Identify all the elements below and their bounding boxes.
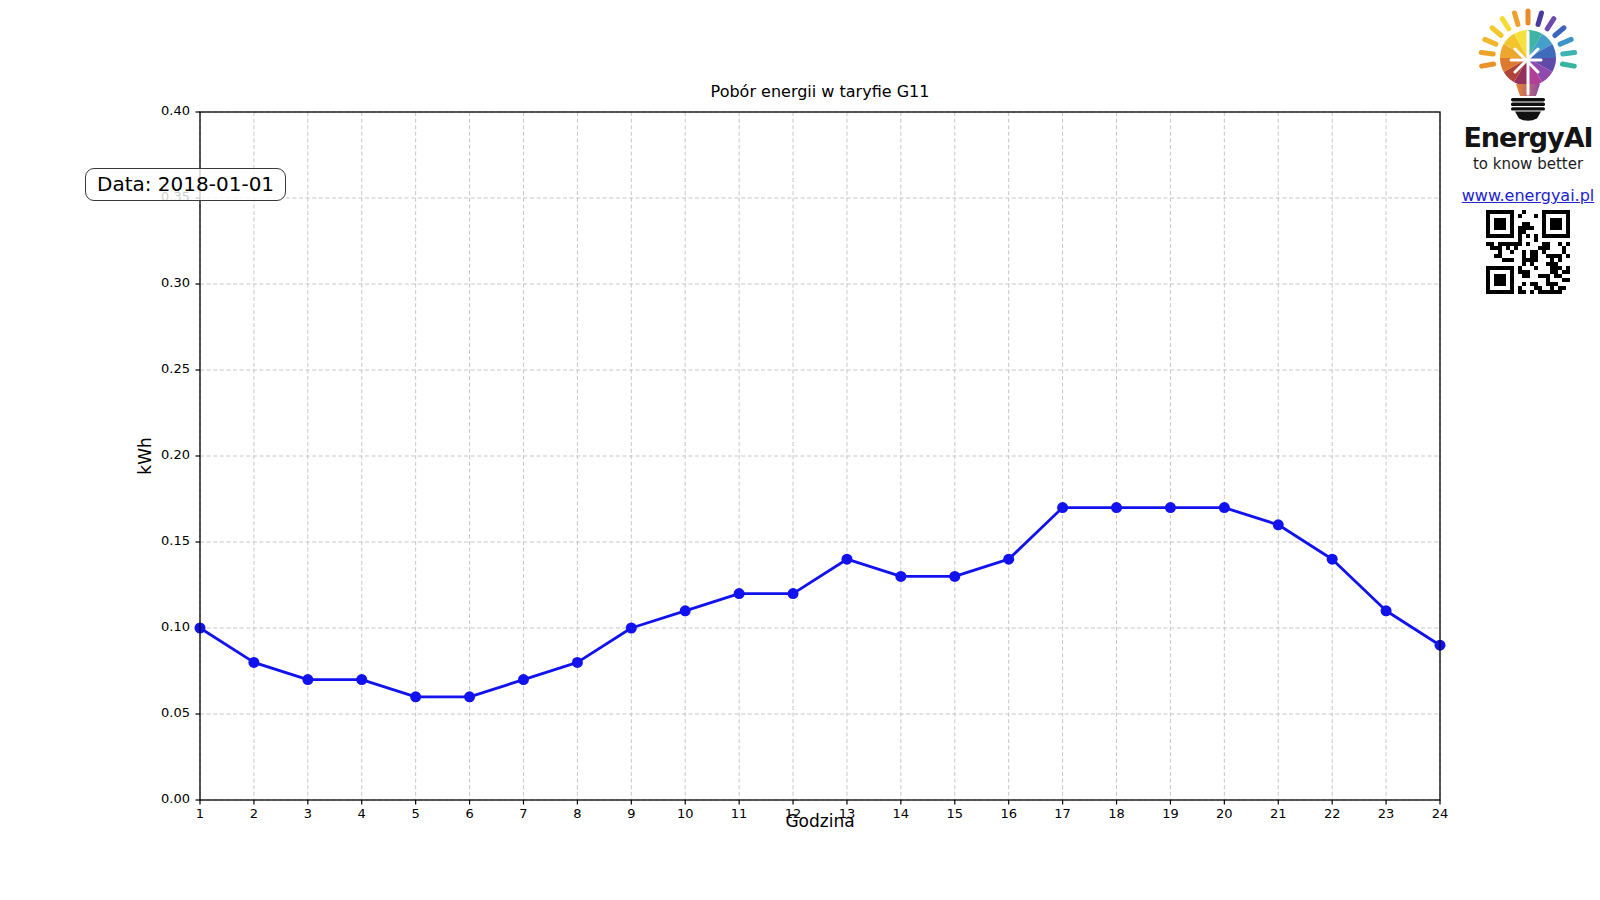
y-tick-label: 0.40: [118, 103, 190, 118]
brand-url-link[interactable]: www.energyai.pl: [1448, 186, 1600, 205]
axis-ticks: [196, 112, 1441, 805]
y-tick-label: 0.10: [118, 619, 190, 634]
y-tick-label: 0.30: [118, 275, 190, 290]
data-markers: [195, 502, 1446, 702]
grid-lines: [200, 112, 1440, 800]
plot-area: [200, 112, 1440, 800]
y-tick-label: 0.00: [118, 791, 190, 806]
energyai-logo: EnergyAI to know better www.energyai.pl: [1448, 4, 1600, 300]
y-tick-label: 0.25: [118, 361, 190, 376]
y-tick-label: 0.15: [118, 533, 190, 548]
data-line: [200, 508, 1440, 697]
chart-title: Pobór energii w taryfie G11: [200, 82, 1440, 101]
y-axis-label: kWh: [135, 414, 155, 498]
brand-tagline: to know better: [1448, 155, 1600, 173]
qr-code-icon: [1486, 210, 1570, 294]
brand-name: EnergyAI: [1448, 122, 1600, 153]
date-annotation: Data: 2018-01-01: [85, 168, 286, 201]
y-tick-label: 0.05: [118, 705, 190, 720]
lightbulb-icon: [1448, 4, 1600, 122]
line-chart: [200, 112, 1440, 800]
x-axis-label: Godzina: [200, 811, 1440, 831]
figure: Pobór energii w taryfie G11 123456789101…: [0, 0, 1600, 900]
bulb-base: [1511, 98, 1545, 121]
